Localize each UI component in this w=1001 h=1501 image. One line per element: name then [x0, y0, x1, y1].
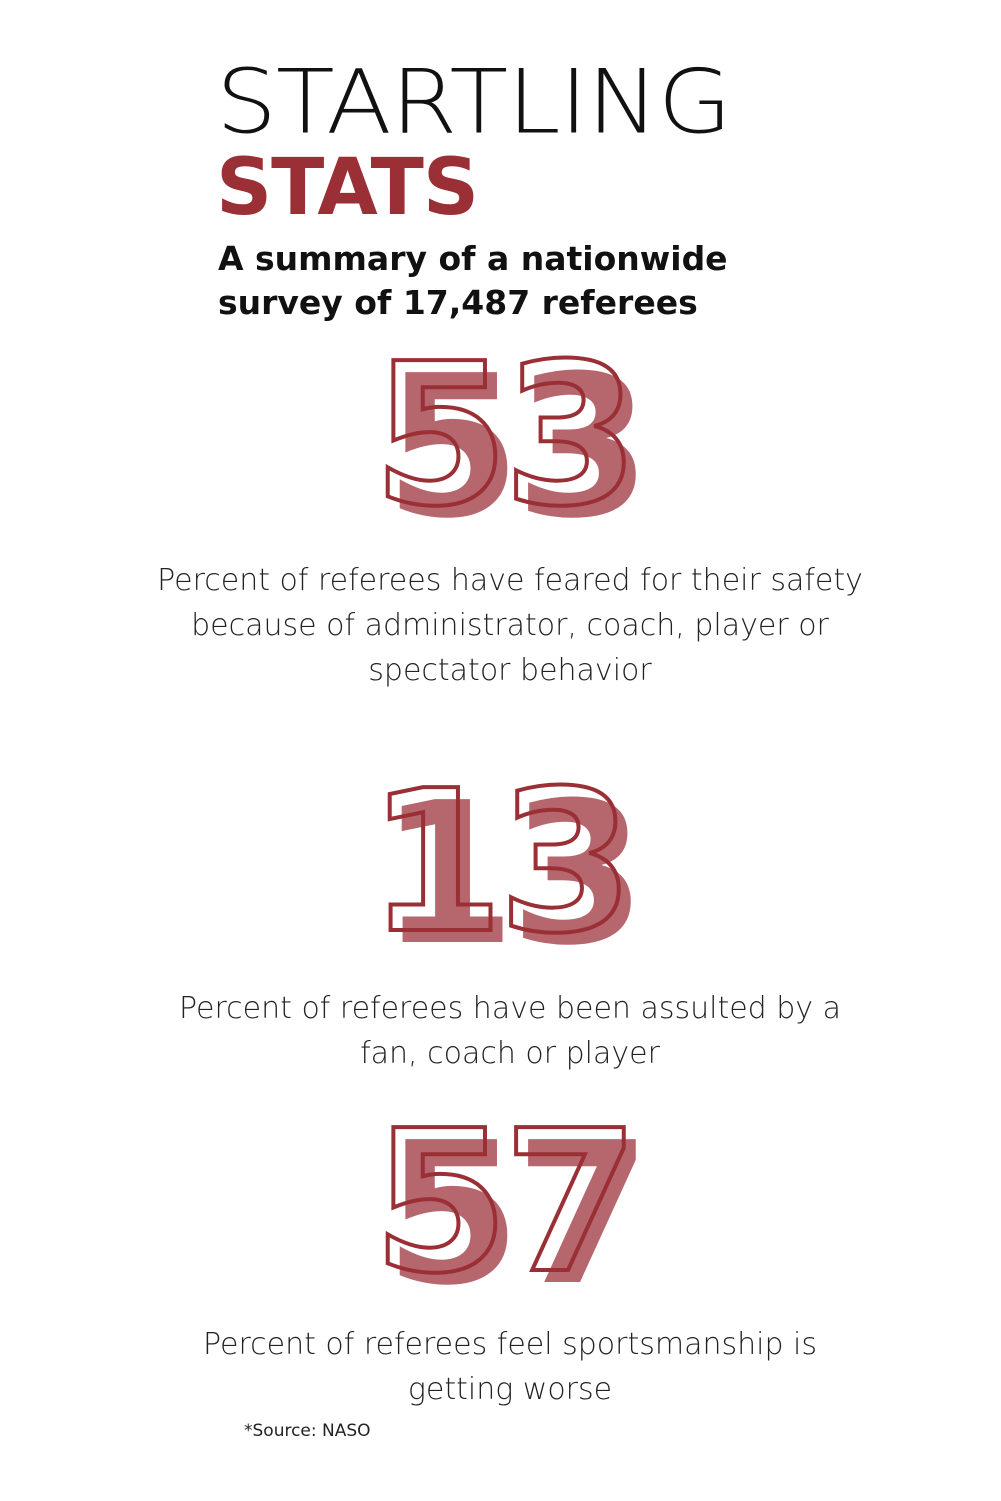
stat-number-57: 57 57 — [371, 1087, 652, 1329]
source-note: *Source: NASO — [244, 1421, 371, 1441]
stat-number-13-fill: 13 — [380, 761, 641, 989]
stat-description-2: Percent of referees have been assulted b… — [179, 991, 841, 1071]
subtitle: A summary of a nationwide survey of 17,4… — [218, 239, 728, 322]
title-stats: STATS — [216, 143, 479, 233]
stat-number-57-fill: 57 — [385, 1101, 646, 1329]
stat-number-13: 13 13 — [366, 747, 647, 989]
stat-number-53-outline: 53 — [373, 322, 634, 550]
stat-number-53: 53 53 — [371, 320, 652, 562]
stat-number-57-outline: 57 — [373, 1089, 634, 1317]
title-startling: STARTLING — [216, 50, 732, 154]
stat-number-13-outline: 13 — [368, 749, 629, 977]
stat-description-1: Percent of referees have feared for thei… — [157, 563, 863, 688]
stat-description-3: Percent of referees feel sportsmanship i… — [202, 1327, 818, 1407]
stat-number-53-fill: 53 — [385, 334, 646, 562]
